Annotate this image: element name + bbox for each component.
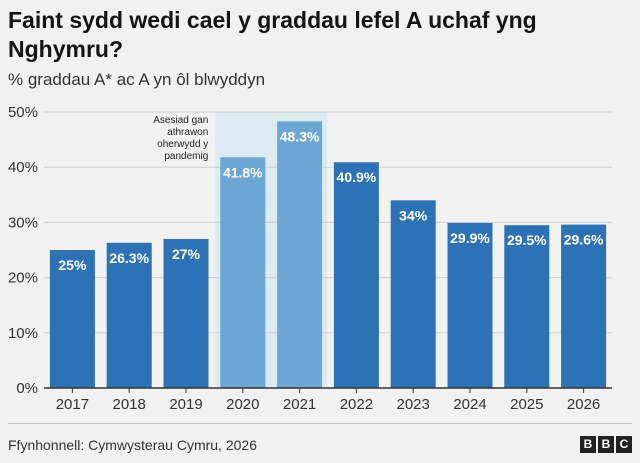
bbc-logo: B B C [580, 436, 632, 453]
y-tick-label: 0% [16, 380, 38, 397]
bar-chart: 0% 10% 20% 30% 40% 50% 25% 2017 26.3% 2018 27% 2019… [8, 104, 612, 413]
chart-subtitle: % graddau A* ac A yn ôl blwyddyn [8, 70, 266, 89]
bar-value-label: 29.5% [507, 232, 547, 248]
x-tick-label: 2018 [113, 396, 146, 413]
bar [277, 121, 323, 388]
bar [561, 224, 607, 388]
source-note: Ffynhonnell: Cymwysterau Cymru, 2026 [8, 437, 257, 453]
y-tick-label: 30% [8, 214, 38, 231]
bar [447, 222, 493, 388]
annotation-line: oherwydd y [157, 139, 208, 150]
y-tick-label: 10% [8, 325, 38, 342]
bar [163, 238, 209, 388]
bbc-logo-letter: B [580, 436, 596, 453]
bar-value-label: 29.9% [450, 230, 490, 246]
y-tick-label: 40% [8, 159, 38, 176]
x-tick-label: 2020 [226, 396, 259, 413]
x-tick-label: 2024 [453, 396, 486, 413]
bbc-logo-letter: C [616, 436, 632, 453]
bar-value-label: 34% [399, 207, 428, 223]
bar [106, 242, 152, 388]
footer-divider [8, 423, 632, 424]
bar-value-label: 41.8% [223, 164, 263, 180]
bar [49, 250, 95, 388]
bar-value-label: 40.9% [337, 169, 377, 185]
bar-value-label: 25% [58, 257, 87, 273]
bar-value-label: 29.6% [564, 232, 604, 248]
x-tick-label: 2023 [397, 396, 430, 413]
bar [220, 157, 266, 388]
annotation-line: Asesiad gan [153, 115, 208, 126]
bar-value-label: 27% [172, 246, 201, 262]
x-tick-label: 2019 [169, 396, 202, 413]
x-tick-label: 2017 [56, 396, 89, 413]
bar-value-label: 26.3% [109, 250, 149, 266]
annotation-line: pandemig [164, 151, 208, 162]
x-tick-label: 2022 [340, 396, 373, 413]
x-tick-label: 2026 [567, 396, 600, 413]
x-tick-label: 2025 [510, 396, 543, 413]
x-tick-label: 2021 [283, 396, 316, 413]
y-tick-label: 20% [8, 270, 38, 287]
chart-title: Faint sydd wedi cael y graddau lefel A u… [8, 7, 537, 62]
bar [333, 162, 379, 388]
annotation-line: athrawon [167, 127, 208, 138]
bar [390, 200, 436, 388]
bar [504, 225, 550, 388]
bbc-logo-letter: B [598, 436, 614, 453]
bar-value-label: 48.3% [280, 128, 320, 144]
y-tick-label: 50% [8, 104, 38, 121]
